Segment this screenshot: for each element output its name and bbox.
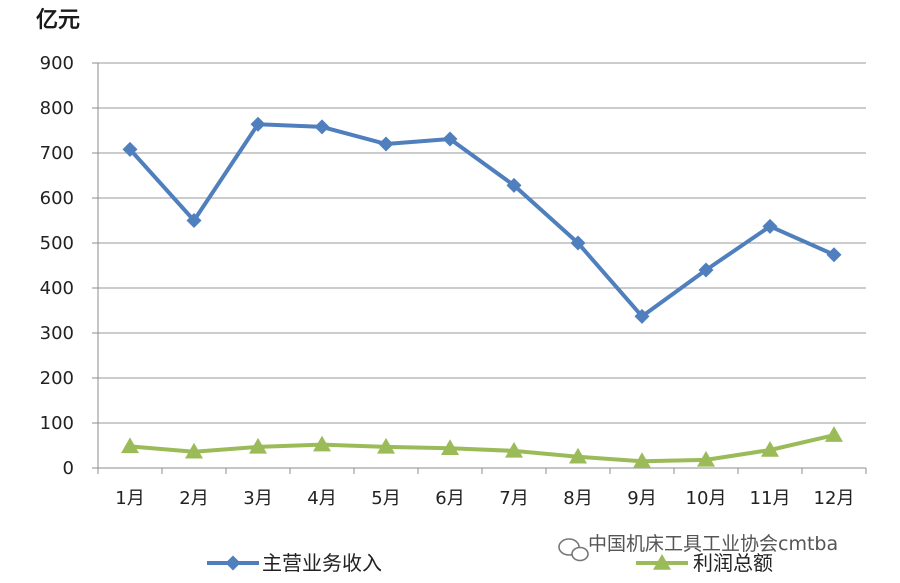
data-point [506,177,522,193]
data-point [442,131,458,147]
series-line [128,122,835,319]
data-point [122,141,138,157]
data-point [697,450,715,467]
y-tick-label: 0 [63,458,74,479]
data-point [698,262,714,278]
legend-marker [225,555,241,571]
data-point [250,116,266,132]
data-point [633,452,651,468]
series-layer [121,116,843,468]
data-point [826,247,842,263]
x-tick-label: 9月 [627,488,656,509]
y-tick-label: 600 [40,188,74,209]
watermark-text: 中国机床工具工业协会cmtba [588,533,838,555]
data-point [121,437,139,454]
data-point [762,218,778,234]
series-2 [121,426,843,468]
x-tick-label: 2月 [179,488,208,509]
data-point [441,439,459,455]
y-tick-label: 100 [40,413,74,434]
data-point [570,235,586,251]
wechat-bubble-small [571,546,589,562]
data-point [825,426,843,442]
data-point [249,437,267,454]
x-tick-label: 7月 [499,488,528,509]
x-tick-label: 6月 [435,488,464,509]
x-tick-label: 5月 [371,488,400,509]
x-tick-label: 1月 [115,488,144,509]
x-tick-label: 8月 [563,488,592,509]
watermark: 中国机床工具工业协会cmtba [558,533,838,562]
y-tick-label: 400 [40,278,74,299]
x-axis-ticks: 1月 2月 3月 4月 5月 6月 7月 8月 9月 10月 11月 12月 [115,488,854,509]
data-point [186,213,202,228]
data-point [505,441,523,458]
data-point [378,136,394,152]
legend-label: 主营业务收入 [262,551,382,575]
data-point [377,437,395,454]
data-point [569,447,587,464]
legend-marker [653,554,671,570]
data-point [313,435,331,452]
series-1 [122,116,842,324]
legend-label: 利润总额 [693,551,773,575]
x-tick-label: 3月 [243,488,272,509]
data-point [761,441,779,457]
series-line [129,433,835,464]
y-tick-label: 800 [40,98,74,119]
x-tick-label: 10月 [686,488,727,509]
legend: 主营业务收入 利润总额 [207,551,773,575]
y-tick-label: 300 [40,323,74,344]
y-tick-label: 500 [40,233,74,254]
y-tick-label: 700 [40,143,74,164]
y-tick-label: 900 [40,53,74,74]
x-tick-label: 4月 [307,488,336,509]
x-tick-label: 12月 [814,488,855,509]
y-axis-unit-label: 亿元 [36,8,81,33]
grid-lines [92,62,867,474]
y-tick-label: 200 [40,368,74,389]
data-point [314,119,330,135]
wechat-icon [558,538,589,562]
data-point [185,442,203,459]
data-point [634,308,650,324]
y-axis-ticks: 0 100 200 300 400 500 600 700 800 900 [40,53,74,479]
x-tick-label: 11月 [750,488,791,509]
